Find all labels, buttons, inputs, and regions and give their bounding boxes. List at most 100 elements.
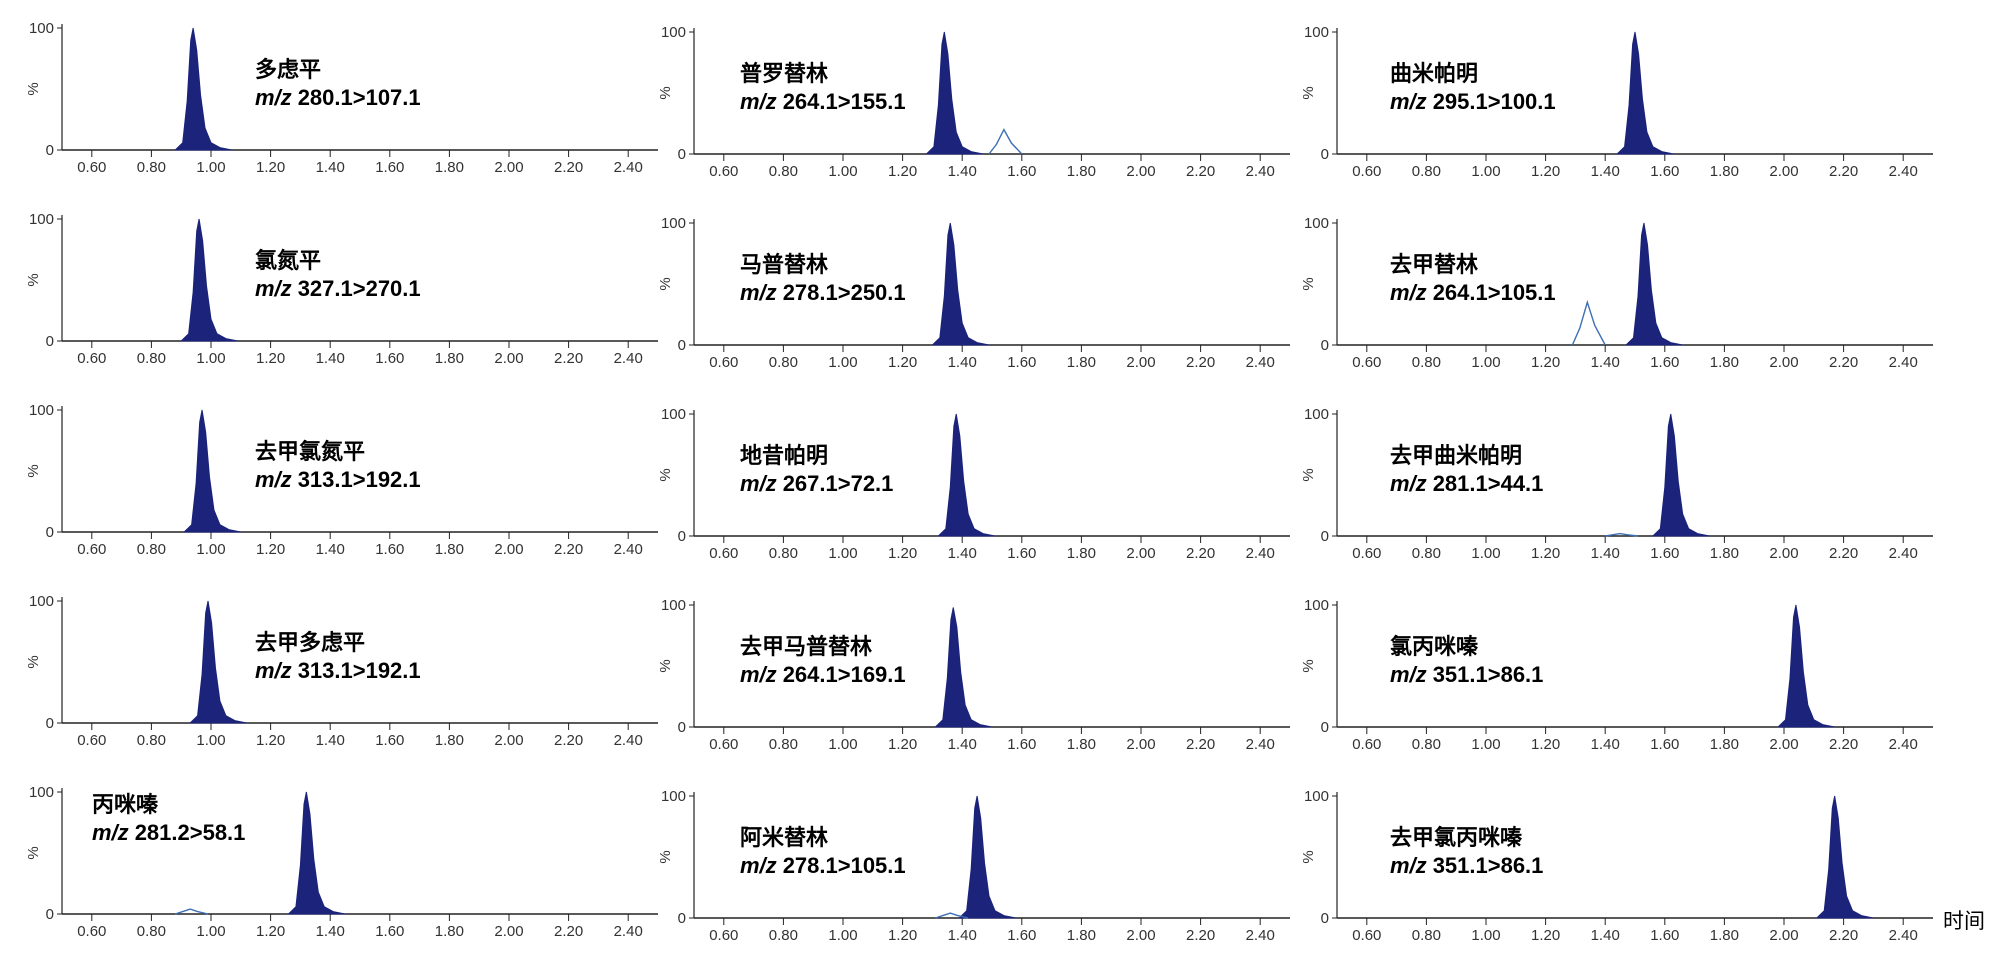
y-tick-label: 100 [661, 215, 686, 232]
x-tick-label: 1.40 [1591, 736, 1620, 753]
mz-label: m/z [1390, 280, 1427, 305]
x-tick-label: 1.80 [1710, 736, 1739, 753]
compound-name: 多虑平 [255, 57, 321, 82]
transition-label: m/z 281.1>44.1 [1390, 471, 1543, 496]
x-tick-label: 1.80 [1067, 927, 1096, 944]
x-tick-label: 1.80 [435, 541, 464, 558]
x-tick-label: 1.20 [888, 545, 917, 562]
transition-label: m/z 327.1>270.1 [255, 276, 421, 301]
x-tick-label: 1.00 [196, 350, 225, 367]
peak-area [957, 795, 1016, 919]
x-tick-label: 1.60 [1007, 354, 1036, 371]
transition-label: m/z 295.1>100.1 [1390, 89, 1556, 114]
y-axis-label: % [25, 846, 42, 859]
transition: 267.1>72.1 [783, 471, 894, 496]
x-axis-label: 时间 [1943, 910, 1985, 933]
x-tick-label: 1.60 [1650, 354, 1679, 371]
x-tick-label: 2.00 [1126, 163, 1155, 180]
x-tick-label: 1.20 [256, 923, 285, 940]
x-tick-label: 2.00 [1126, 545, 1155, 562]
x-tick-label: 1.40 [316, 732, 345, 749]
x-tick-label: 1.60 [375, 541, 404, 558]
x-tick-label: 1.20 [888, 354, 917, 371]
y-axis-label: % [1300, 468, 1317, 481]
x-tick-label: 1.00 [196, 159, 225, 176]
x-tick-label: 0.80 [137, 541, 166, 558]
transition-label: m/z 313.1>192.1 [255, 658, 421, 683]
peak-area [937, 413, 996, 537]
x-tick-label: 2.20 [1186, 927, 1215, 944]
x-tick-label: 2.00 [1769, 736, 1798, 753]
y-axis-label: % [657, 86, 674, 99]
mz-label: m/z [255, 85, 292, 110]
x-tick-label: 1.60 [1007, 545, 1036, 562]
transition-label: m/z 264.1>169.1 [740, 662, 906, 687]
x-tick-label: 2.40 [1246, 163, 1275, 180]
x-tick-label: 2.40 [614, 923, 643, 940]
y-axis-label: % [25, 82, 42, 95]
x-tick-label: 2.20 [1829, 927, 1858, 944]
x-tick-label: 2.20 [1829, 545, 1858, 562]
x-tick-label: 1.80 [435, 350, 464, 367]
mz-label: m/z [740, 853, 777, 878]
x-tick-label: 1.20 [1531, 927, 1560, 944]
peak-area [1776, 604, 1835, 728]
x-tick-label: 0.60 [77, 350, 106, 367]
x-tick-label: 0.80 [1412, 736, 1441, 753]
peak-area [179, 218, 238, 342]
compound-name: 地昔帕明 [740, 443, 828, 468]
x-tick-label: 1.60 [1007, 163, 1036, 180]
y-tick-label: 0 [1321, 719, 1329, 736]
transition-label: m/z 280.1>107.1 [255, 85, 421, 110]
x-tick-label: 2.40 [614, 159, 643, 176]
transition: 313.1>192.1 [298, 658, 421, 683]
transition: 280.1>107.1 [298, 85, 421, 110]
peak-trace [935, 912, 969, 919]
peak-trace [1605, 532, 1639, 537]
y-tick-label: 100 [661, 597, 686, 614]
mz-label: m/z [1390, 662, 1427, 687]
x-tick-label: 2.00 [1126, 736, 1155, 753]
y-axis-label: % [1300, 850, 1317, 863]
x-tick-label: 1.40 [316, 350, 345, 367]
y-tick-label: 0 [1321, 146, 1329, 163]
x-tick-label: 1.60 [1007, 736, 1036, 753]
transition: 351.1>86.1 [1433, 662, 1544, 687]
peak-area [934, 607, 993, 728]
x-tick-label: 1.40 [316, 541, 345, 558]
peak-area [931, 222, 990, 346]
y-tick-label: 0 [678, 719, 686, 736]
x-tick-label: 2.40 [1889, 354, 1918, 371]
compound-name: 去甲马普替林 [740, 634, 872, 659]
peak-trace [988, 128, 1023, 155]
compound-name: 去甲多虑平 [255, 630, 365, 655]
peak-area [182, 409, 241, 533]
mz-label: m/z [255, 467, 292, 492]
y-tick-label: 100 [1304, 788, 1329, 805]
x-tick-label: 2.40 [1889, 163, 1918, 180]
peak-area [174, 27, 232, 151]
x-tick-label: 1.20 [1531, 354, 1560, 371]
y-tick-label: 0 [46, 524, 54, 541]
compound-name: 去甲氯氮平 [255, 439, 365, 464]
compound-name: 普罗替林 [740, 61, 828, 86]
x-tick-label: 1.80 [1710, 354, 1739, 371]
peak-area [1615, 31, 1674, 155]
x-tick-label: 0.60 [709, 545, 738, 562]
x-tick-label: 1.60 [375, 350, 404, 367]
x-tick-label: 1.60 [1650, 163, 1679, 180]
compound-name: 氯氮平 [255, 248, 321, 273]
x-tick-label: 1.40 [316, 159, 345, 176]
y-axis-label: % [657, 468, 674, 481]
y-tick-label: 0 [46, 333, 54, 350]
peak-area [1815, 795, 1874, 919]
x-tick-label: 1.40 [948, 354, 977, 371]
compound-name: 马普替林 [740, 252, 828, 277]
y-axis-label: % [25, 464, 42, 477]
transition: 278.1>250.1 [783, 280, 906, 305]
mz-label: m/z [740, 89, 777, 114]
x-tick-label: 1.00 [196, 732, 225, 749]
x-tick-label: 0.60 [1352, 163, 1381, 180]
transition-label: m/z 264.1>155.1 [740, 89, 906, 114]
